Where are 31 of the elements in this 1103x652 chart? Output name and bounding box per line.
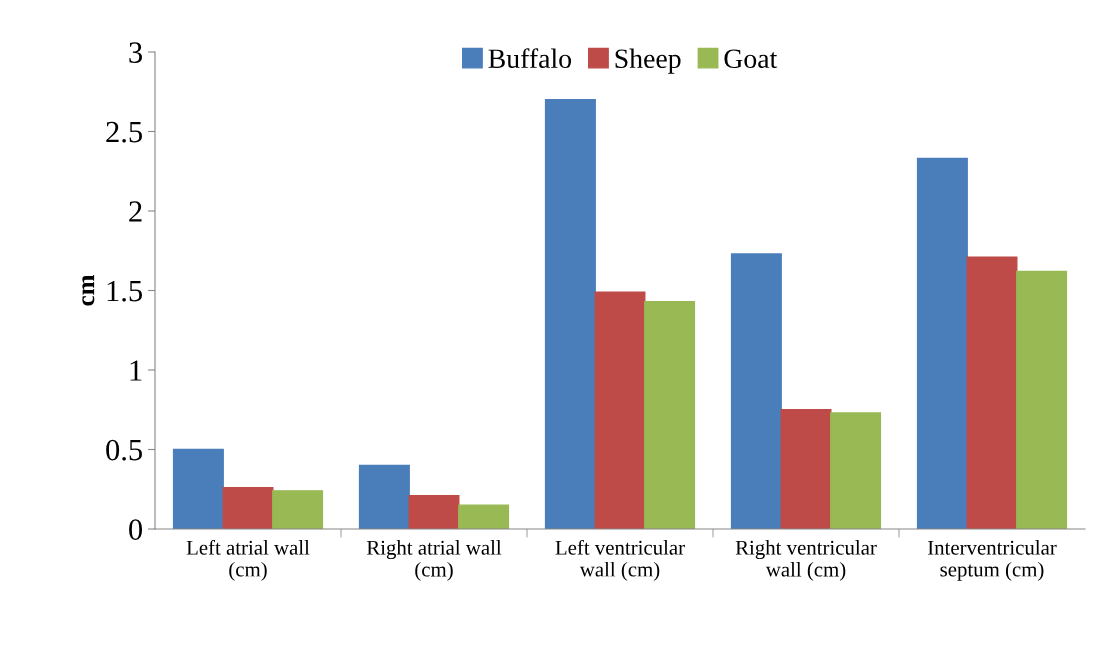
y-tick-label: 1 [130,360,142,381]
bar [966,256,1018,529]
bar [358,464,410,529]
legend-label: Goat [724,49,778,69]
x-tick-label: Right ventricular wall (cm) [735,540,877,581]
bar [222,486,274,529]
bar [172,448,224,529]
x-tick-label: Interventricular septum (cm) [927,540,1057,581]
x-tick-label: Left atrial wall (cm) [186,539,310,581]
x-tick-label: Left ventricular wall (cm) [555,539,685,581]
y-tick-label: 2 [129,201,142,222]
bar [544,99,596,529]
bar [1016,270,1068,529]
bar [830,412,882,529]
bar [644,300,696,529]
y-tick-label: 2.5 [106,121,142,143]
y-tick-label: 1.5 [107,280,142,302]
legend-label: Buffalo [488,48,572,69]
y-tick-label: 0.5 [106,439,142,461]
x-tick-label: Right atrial wall (cm) [366,540,502,581]
y-axis-title: cm [82,274,95,306]
bar [272,490,324,529]
y-tick-label: 0 [129,519,143,540]
bar [408,494,460,529]
bar [730,253,782,529]
bar [458,504,510,529]
y-tick-label: 3 [129,42,142,63]
bar [916,157,968,529]
legend-label: Sheep [615,48,681,74]
bar [594,291,646,529]
bar [780,409,832,529]
